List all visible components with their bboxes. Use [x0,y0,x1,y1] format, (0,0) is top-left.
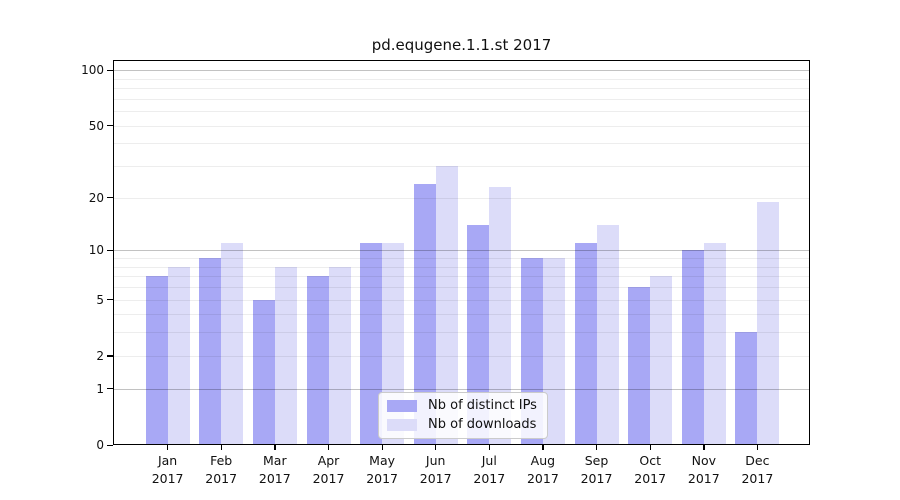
gridline-minor-5 [114,299,809,301]
bar-nb-of-distinct-ips-jun [413,183,436,444]
x-tick-may [381,445,383,450]
gridline-minor-2 [114,355,809,357]
x-tick-label-sep: Sep 2017 [580,453,613,486]
bar-nb-of-distinct-ips-may [360,243,383,444]
x-tick-label-jun: Jun 2017 [419,453,452,486]
x-tick-mar [274,445,276,450]
bar-nb-of-distinct-ips-jan [145,276,168,444]
x-tick-label-nov: Nov 2017 [687,453,720,486]
bar-nb-of-downloads-jan [167,266,190,444]
gridline-minor-40 [114,143,809,145]
plot-area: 100 50 20 10 5 2 1 0 Jan 2017 Feb 2017 Mar 2017 Apr 201… [81,60,810,486]
bar-nb-of-downloads-jul [489,186,512,444]
x-tick-label-mar: Mar 2017 [258,453,291,486]
x-tick-label-jan: Jan 2017 [151,453,184,486]
chart-title: pd.equgene.1.1.st 2017 [371,36,552,54]
gridline-major-100 [114,70,809,72]
x-tick-label-apr: Apr 2017 [312,453,345,486]
gridline-minor-50 [114,125,809,127]
x-tick-feb [220,445,222,450]
x-tick-label-oct: Oct 2017 [634,453,667,486]
x-tick-jan [167,445,169,450]
bar-nb-of-distinct-ips-apr [306,276,329,444]
x-tick-label-jul: Jul 2017 [473,453,506,486]
gridline-minor-60 [114,111,809,113]
bar-nb-of-downloads-nov [703,243,726,444]
gridline-minor-6 [114,287,809,288]
bar-nb-of-distinct-ips-nov [681,250,704,444]
legend-label-distinct-ips: Nb of distinct IPs [428,398,537,413]
legend-label-downloads: Nb of downloads [428,417,537,432]
y-tick-50 [107,125,113,127]
gridline-minor-8 [114,266,809,268]
x-tick-jun [435,445,437,450]
bar-nb-of-downloads-dec [757,201,780,444]
gridline-minor-80 [114,88,809,90]
y-tick-label-50: 50 [88,118,104,133]
y-tick-label-0: 0 [96,438,104,452]
legend-row-downloads: Nb of downloads [387,417,537,432]
y-tick-2 [107,355,113,357]
gridline-minor-4 [114,314,809,316]
bar-nb-of-downloads-apr [328,266,351,444]
gridline-minor-9 [114,258,809,259]
x-tick-jul [488,445,491,450]
bar-nb-of-downloads-aug [542,258,565,444]
x-tick-aug [542,445,544,450]
gridline-minor-30 [114,166,809,168]
y-tick-20 [107,197,113,199]
y-tick-5 [107,299,113,301]
gridline-minor-3 [114,332,809,334]
bar-nb-of-distinct-ips-jul [467,225,490,444]
plot-inner: 100 50 20 10 5 2 1 0 Jan 2017 Feb 2017 Mar 2017 Apr 201… [81,61,809,486]
x-tick-label-aug: Aug 2017 [526,453,559,486]
legend: Nb of distinct IPs Nb of downloads [378,392,548,439]
x-tick-label-dec: Dec 2017 [741,453,774,486]
x-tick-dec [756,445,759,450]
bar-nb-of-distinct-ips-mar [252,299,275,444]
y-tick-label-10: 10 [88,243,104,258]
bar-nb-of-downloads-feb [221,243,244,444]
x-tick-sep [596,445,598,450]
legend-swatch-downloads [387,418,417,431]
y-tick-label-2: 2 [96,348,104,363]
bar-nb-of-downloads-sep [596,225,619,444]
bar-nb-of-distinct-ips-sep [574,243,597,444]
gridline-minor-70 [114,98,809,100]
gridline-minor-90 [114,78,809,80]
bar-nb-of-downloads-mar [274,266,297,444]
y-tick-label-1: 1 [96,381,104,396]
gridline-minor-7 [114,276,809,278]
bar-nb-of-downloads-jun [435,166,458,444]
x-tick-apr [328,445,330,450]
y-tick-0 [107,444,113,446]
legend-swatch-distinct-ips [387,399,417,412]
x-tick-label-may: May 2017 [366,453,398,486]
y-tick-100 [107,69,113,71]
gridline-major-10 [114,250,809,252]
y-tick-label-5: 5 [96,292,104,307]
y-tick-1 [107,388,113,390]
x-tick-label-feb: Feb 2017 [205,453,238,486]
y-tick-label-100: 100 [81,63,104,78]
x-tick-nov [703,445,705,450]
legend-row-distinct-ips: Nb of distinct IPs [387,398,537,413]
y-tick-10 [107,249,113,252]
y-tick-label-20: 20 [88,190,104,205]
bar-nb-of-distinct-ips-feb [199,258,222,444]
gridline-major-1 [114,388,809,390]
bar-nb-of-downloads-oct [650,276,673,444]
gridline-minor-20 [114,197,809,199]
bar-nb-of-distinct-ips-oct [628,287,651,444]
bar-nb-of-distinct-ips-dec [735,332,758,444]
x-tick-oct [649,445,651,450]
